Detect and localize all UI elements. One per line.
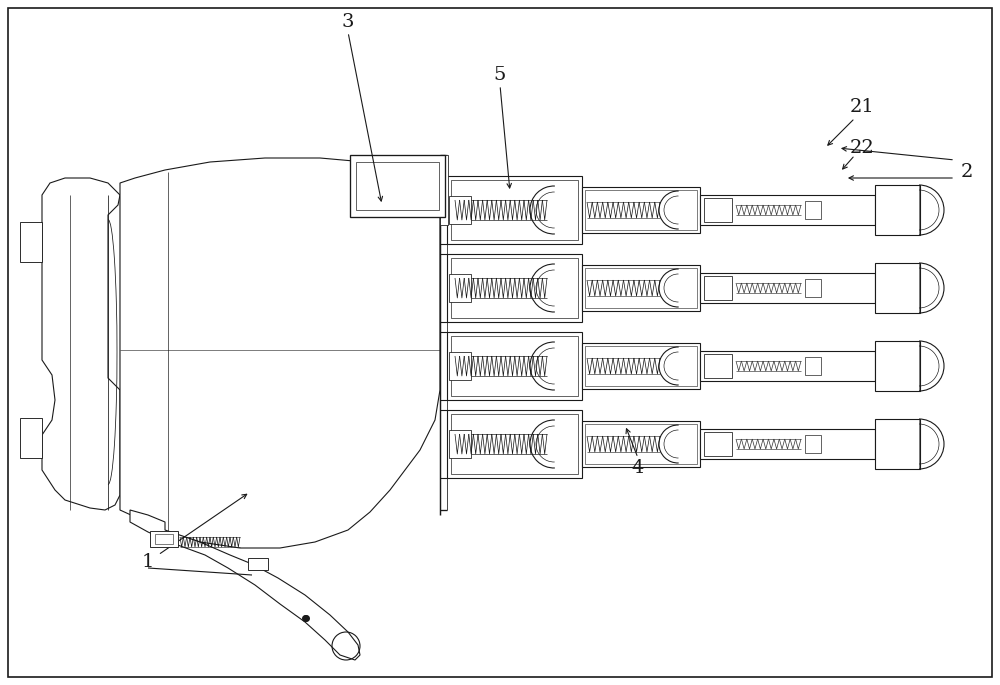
Bar: [150, 531, 178, 547]
Polygon shape: [130, 510, 360, 660]
Bar: [582, 421, 700, 467]
Bar: [451, 180, 578, 240]
Bar: [585, 346, 697, 386]
Bar: [447, 332, 582, 400]
Bar: [704, 432, 732, 456]
Bar: [449, 274, 471, 302]
Text: 21: 21: [850, 98, 874, 116]
Text: 2: 2: [961, 163, 973, 181]
Bar: [585, 268, 697, 308]
Text: 4: 4: [632, 459, 644, 477]
Bar: [155, 534, 173, 544]
Polygon shape: [120, 158, 440, 548]
Bar: [451, 336, 578, 396]
Bar: [585, 424, 697, 464]
Bar: [449, 352, 471, 380]
Bar: [700, 429, 875, 459]
Bar: [582, 343, 700, 389]
Bar: [350, 155, 445, 217]
Bar: [20, 222, 42, 262]
Bar: [449, 430, 471, 458]
Polygon shape: [42, 178, 120, 510]
Bar: [704, 198, 732, 222]
Bar: [805, 201, 821, 219]
Bar: [451, 414, 578, 474]
Bar: [805, 357, 821, 375]
Bar: [805, 279, 821, 297]
Text: 5: 5: [494, 66, 506, 84]
Bar: [582, 265, 700, 311]
Bar: [582, 187, 700, 233]
Bar: [440, 155, 448, 225]
Bar: [805, 435, 821, 453]
Bar: [248, 558, 268, 570]
Bar: [449, 196, 471, 224]
Bar: [451, 258, 578, 318]
Text: 22: 22: [850, 139, 874, 157]
Bar: [356, 162, 439, 210]
Bar: [875, 419, 920, 469]
Text: 3: 3: [342, 13, 354, 31]
Bar: [700, 351, 875, 381]
Bar: [700, 195, 875, 225]
Bar: [447, 410, 582, 478]
Bar: [875, 263, 920, 313]
Bar: [704, 276, 732, 300]
Bar: [700, 273, 875, 303]
Bar: [447, 254, 582, 322]
Bar: [875, 341, 920, 391]
Bar: [585, 190, 697, 230]
Bar: [704, 354, 732, 378]
Bar: [875, 185, 920, 235]
Bar: [447, 176, 582, 244]
Text: 1: 1: [142, 553, 154, 571]
Bar: [20, 418, 42, 458]
